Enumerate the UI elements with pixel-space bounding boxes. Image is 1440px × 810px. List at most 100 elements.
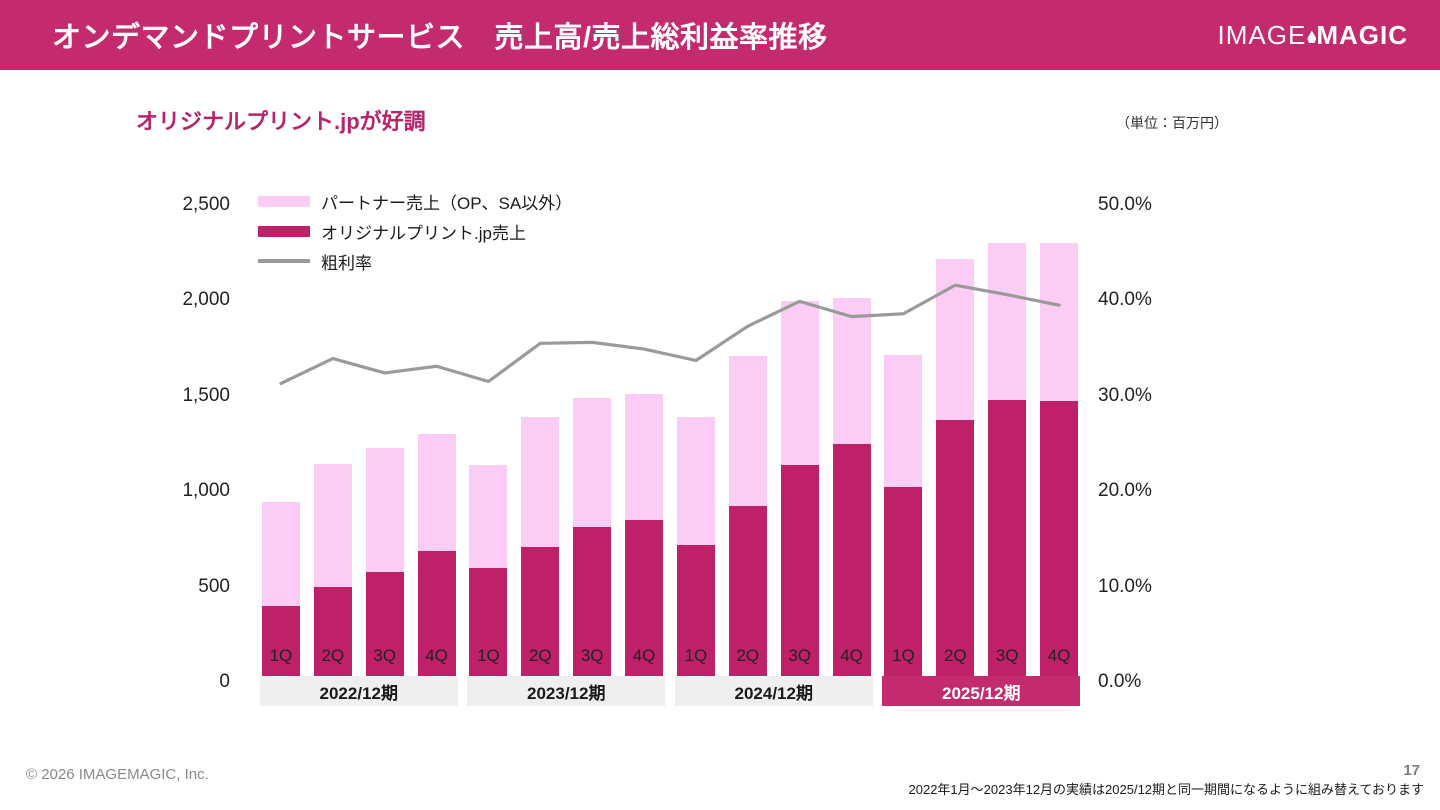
- bar-segment-originalprint: [417, 551, 456, 682]
- bar-segment-partner: [417, 433, 456, 552]
- bar-segment-partner: [676, 416, 715, 545]
- chart-legend: パートナー売上（OP、SA以外） オリジナルプリント.jp売上 粗利率: [258, 190, 573, 273]
- x-axis-tick-label: 1Q: [269, 646, 293, 665]
- bar-column[interactable]: [988, 243, 1027, 682]
- bar-segment-partner: [521, 416, 560, 547]
- imagemagic-logo: IMAGE MAGIC: [1218, 20, 1408, 51]
- y-axis-left-tick: 500: [198, 575, 230, 597]
- bar-column[interactable]: [884, 354, 923, 682]
- unit-label: （単位：百万円）: [1116, 115, 1228, 131]
- legend-color-swatch: [258, 225, 310, 237]
- x-axis-tick-label: 2Q: [321, 646, 345, 665]
- bar-segment-originalprint: [573, 527, 612, 682]
- sales-gross-margin-chart: 0 500 1,000 1,500 2,000 2,500 0.0% 10.0% 20.0% 3…: [0, 160, 1440, 730]
- x-axis-tick-label: 1Q: [477, 646, 500, 665]
- y-axis-right-tick: 10.0%: [1098, 575, 1152, 597]
- x-axis-tick-label: 4Q: [632, 646, 656, 665]
- legend-label: オリジナルプリント.jp売上: [321, 223, 526, 243]
- chart-subtitle: オリジナルプリント.jpが好調: [136, 109, 426, 134]
- y-axis-right-tick: 30.0%: [1098, 384, 1152, 406]
- x-axis-tick-label: 3Q: [373, 646, 397, 665]
- bar-column[interactable]: [365, 448, 404, 682]
- legend-item: パートナー売上（OP、SA以外）: [258, 190, 573, 213]
- bar-segment-originalprint: [936, 419, 975, 682]
- bar-segment-originalprint: [313, 586, 352, 682]
- bar-segment-partner: [832, 297, 871, 444]
- logo-text-light: IMAGE: [1217, 19, 1307, 50]
- footer-copyright: © 2026 IMAGEMAGIC, Inc.: [26, 766, 209, 783]
- gross-margin-polyline: [279, 283, 1061, 385]
- droplet-icon: [1307, 30, 1317, 43]
- period-label-past: 2023/12期: [467, 676, 666, 706]
- legend-line-swatch: [258, 259, 310, 263]
- footer-note: 2022年1月～2023年12月の実績は2025/12期と同一期間になるように組…: [908, 782, 1424, 797]
- logo-text-bold: MAGIC: [1316, 19, 1408, 50]
- bar-segment-partner: [780, 301, 819, 465]
- bar-column[interactable]: [1040, 243, 1079, 682]
- y-axis-left-tick: 2,500: [182, 194, 230, 215]
- bar-segment-partner: [573, 397, 612, 528]
- bar-column[interactable]: [417, 433, 456, 682]
- x-axis-tick-label: 3Q: [995, 646, 1019, 665]
- legend-label: 粗利率: [321, 253, 372, 273]
- bar-column[interactable]: [261, 501, 300, 682]
- bar-segment-partner: [625, 393, 664, 520]
- bar-column[interactable]: [728, 355, 767, 682]
- bar-segment-partner: [988, 243, 1027, 400]
- bar-column[interactable]: [469, 464, 508, 682]
- x-axis-tick-label: 4Q: [425, 646, 448, 665]
- x-axis-tick-label: 2Q: [943, 646, 967, 665]
- legend-label: パートナー売上（OP、SA以外）: [321, 193, 573, 213]
- y-axis-right-tick: 50.0%: [1098, 194, 1152, 215]
- legend-color-swatch: [258, 195, 310, 207]
- gross-margin-line-series: [279, 283, 1061, 385]
- bar-column[interactable]: [832, 297, 871, 682]
- period-label-past: 2024/12期: [674, 676, 873, 706]
- bar-segment-partner: [365, 448, 404, 573]
- bar-segment-originalprint: [625, 519, 664, 682]
- bar-segment-partner: [728, 355, 767, 506]
- x-axis-tick-label: 4Q: [840, 646, 863, 665]
- bar-segment-partner: [313, 463, 352, 587]
- y-axis-right-tick: 40.0%: [1098, 289, 1152, 311]
- x-axis-tick-label: 2Q: [528, 646, 552, 665]
- bar-column[interactable]: [521, 416, 560, 682]
- bar-column[interactable]: [573, 397, 612, 682]
- bar-column[interactable]: [780, 301, 819, 682]
- x-axis-tick-label: 4Q: [1047, 646, 1071, 665]
- bar-segment-partner: [469, 464, 508, 569]
- x-axis-tick-label: 3Q: [788, 646, 812, 665]
- bar-segment-partner: [1040, 243, 1079, 401]
- bar-segment-originalprint: [469, 568, 508, 682]
- y-axis-left-tick: 2,000: [182, 289, 230, 311]
- bar-column[interactable]: [676, 416, 715, 682]
- y-axis-right-tick: 0.0%: [1098, 671, 1142, 692]
- bar-segment-originalprint: [832, 443, 871, 682]
- y-axis-left-tick: 1,500: [182, 384, 230, 406]
- bar-column[interactable]: [313, 463, 352, 682]
- bar-segment-originalprint: [676, 544, 715, 682]
- bar-segment-originalprint: [728, 505, 767, 682]
- bar-segment-partner: [884, 354, 923, 488]
- page-title: オンデマンドプリントサービス 売上高/売上総利益率推移: [52, 22, 828, 54]
- x-axis-tick-label: 1Q: [892, 646, 915, 665]
- y-axis-right-tick: 20.0%: [1098, 480, 1152, 502]
- period-label-current: 2025/12期: [882, 676, 1081, 706]
- bar-segment-originalprint: [261, 605, 300, 682]
- legend-item: 粗利率: [258, 250, 572, 273]
- bar-segment-originalprint: [988, 399, 1027, 682]
- bar-column[interactable]: [625, 393, 664, 682]
- bar-segment-originalprint: [521, 546, 560, 682]
- bar-segment-partner: [261, 501, 300, 606]
- x-axis-tick-label: 1Q: [684, 646, 708, 665]
- x-axis-tick-label: 2Q: [736, 646, 760, 665]
- page-header: オンデマンドプリントサービス 売上高/売上総利益率推移 IMAGE MAGIC: [0, 0, 1440, 70]
- y-axis-left-tick: 1,000: [182, 480, 230, 502]
- period-label-past: 2022/12期: [259, 676, 458, 706]
- page-number: 17: [1403, 762, 1420, 779]
- bar-segment-originalprint: [884, 487, 923, 682]
- bar-segment-originalprint: [1040, 400, 1079, 682]
- y-axis-left-tick: 0: [219, 671, 230, 692]
- x-axis-tick-label: 3Q: [580, 646, 604, 665]
- bar-segment-originalprint: [780, 464, 819, 682]
